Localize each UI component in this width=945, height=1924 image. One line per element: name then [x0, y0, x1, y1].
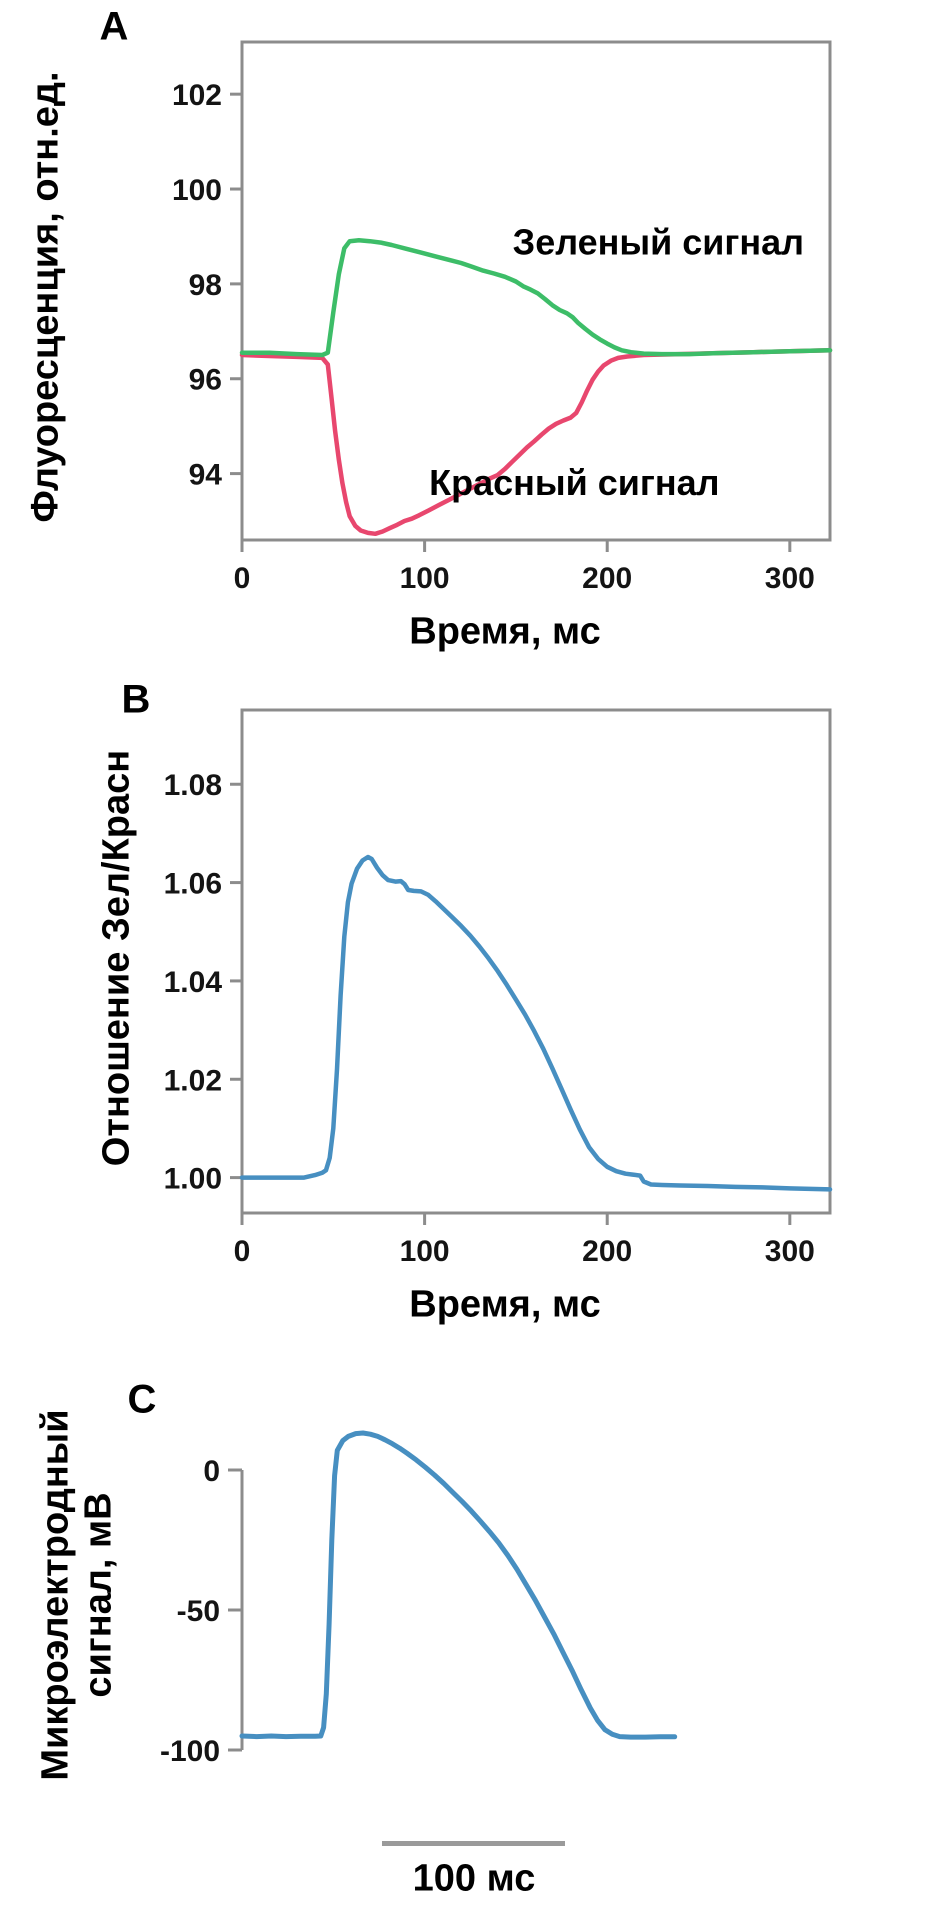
y-tick-label: 0 [203, 1455, 220, 1488]
ratio-line [239, 854, 833, 1192]
x-tick-label: 100 [400, 1235, 450, 1268]
red-signal-line [239, 348, 833, 537]
panel-c-y-axis-title-line1: Микроэлектродный [34, 1409, 77, 1781]
plot-border [240, 708, 832, 1215]
panel-a-y-axis-title: Флуоресценция, отн.ед. [24, 71, 67, 523]
scalebar-label: 100 мс [412, 1857, 536, 1900]
panel-b-x-axis-title: Время, мс [409, 1283, 601, 1326]
y-tick-label: -100 [160, 1735, 220, 1768]
x-tick-label: 0 [234, 1235, 251, 1268]
panel-c-y-axis-title: Микроэлектродный сигнал, мВ [34, 1409, 119, 1780]
x-tick-label: 300 [765, 1235, 815, 1268]
y-tick-label: -50 [177, 1595, 220, 1628]
x-tick-label: 0 [234, 562, 251, 595]
x-tick-label: 300 [765, 562, 815, 595]
y-tick-label: 98 [189, 269, 222, 302]
x-tick-label: 100 [400, 562, 450, 595]
plot-border [240, 40, 832, 542]
x-tick-label: 200 [582, 562, 632, 595]
panel-a-plot: 94 96 98 100 102 0 100 200 300 Зеленый сигнал Крас… [172, 40, 833, 595]
panel-b-label: B [121, 677, 151, 722]
x-tick-label: 200 [582, 1235, 632, 1268]
panel-c-plot: 0 -50 -100 [160, 1430, 678, 1768]
y-tick-label: 100 [172, 174, 222, 207]
panel-b-y-axis-title: Отношение Зел/Красн [95, 749, 138, 1167]
scalebar-line [382, 1841, 565, 1846]
y-tick-label: 1.04 [164, 966, 223, 999]
y-tick-label: 1.06 [164, 868, 222, 901]
panel-c-y-axis-title-line2: сигнал, мВ [77, 1492, 119, 1698]
microelectrode-line [239, 1430, 678, 1740]
series-annotation: Красный сигнал [429, 462, 719, 503]
panel-a-x-axis-title: Время, мс [409, 610, 601, 653]
y-tick-label: 1.00 [164, 1163, 222, 1196]
panel-b-plot: 1.00 1.02 1.04 1.06 1.08 0 100 200 300 [164, 708, 833, 1268]
green-signal-line [239, 238, 833, 358]
series-annotation: Зеленый сигнал [513, 221, 804, 262]
y-tick-label: 1.08 [164, 769, 222, 802]
y-tick-label: 94 [189, 459, 223, 492]
y-tick-label: 1.02 [164, 1064, 222, 1097]
panel-a-label: A [99, 4, 129, 49]
y-tick-label: 96 [189, 364, 222, 397]
y-tick-label: 102 [172, 79, 222, 112]
panel-c-label: C [127, 1377, 157, 1422]
